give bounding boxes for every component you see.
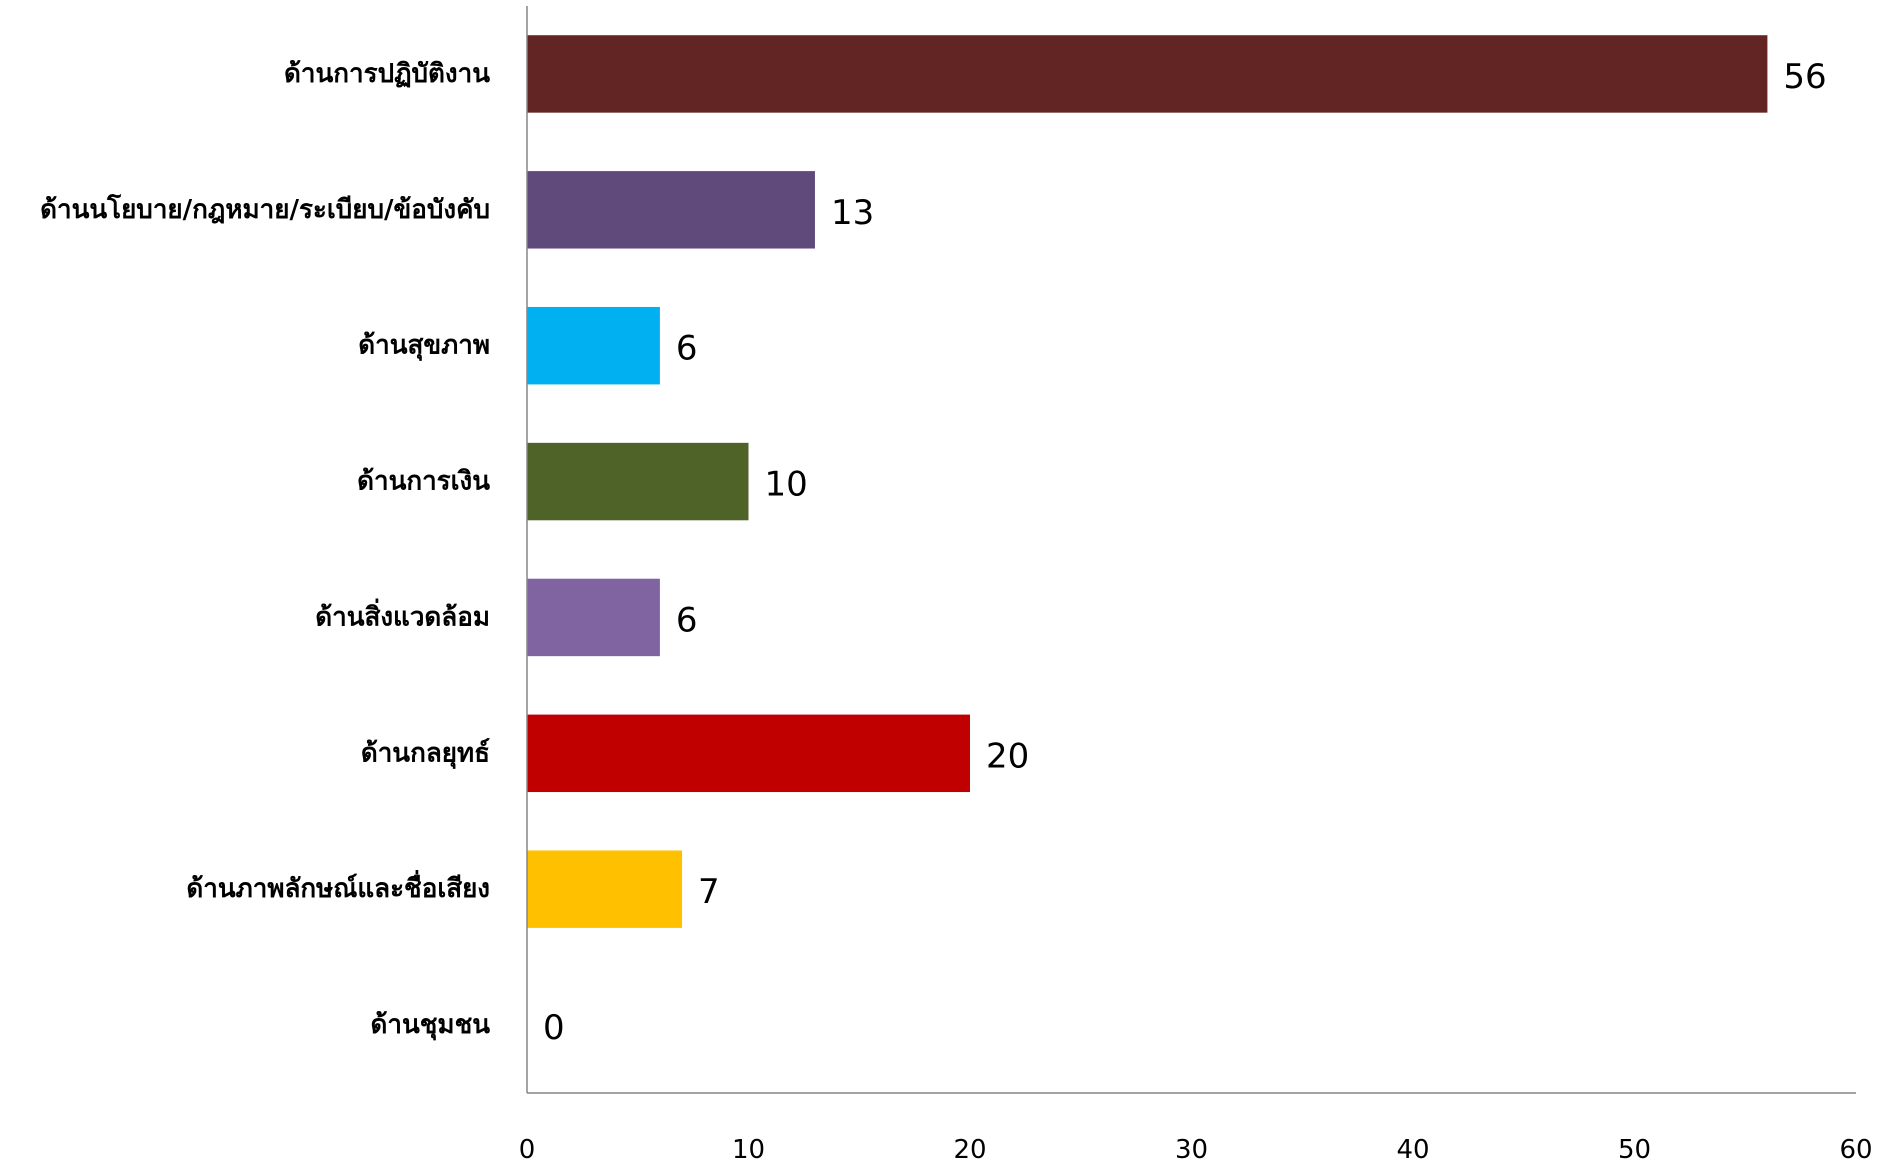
category-label: ด้านสุขภาพ <box>358 331 490 362</box>
bar-4 <box>527 578 660 657</box>
x-tick-label: 10 <box>732 1135 765 1165</box>
bar-6 <box>527 850 683 928</box>
category-label: ด้านกลยุทธ์ <box>361 737 490 769</box>
data-label: 13 <box>831 193 874 233</box>
x-tick-label: 20 <box>953 1135 986 1165</box>
data-label: 7 <box>698 872 720 912</box>
category-label: ด้านนโยบาย/กฎหมาย/ระเบียบ/ข้อบังคับ <box>40 193 490 225</box>
data-label: 10 <box>765 465 808 505</box>
category-label: ด้านการปฏิบัติงาน <box>284 59 490 89</box>
data-label: 6 <box>676 600 698 640</box>
data-labels-group: 56 13 6 10 6 20 7 0 <box>543 57 1827 1048</box>
bar-3 <box>527 442 749 521</box>
category-label: ด้านการเงิน <box>357 467 490 497</box>
bar-5 <box>527 714 970 793</box>
x-tick-label: 40 <box>1396 1135 1429 1165</box>
category-label: ด้านชุมชน <box>371 1010 491 1041</box>
x-tick-labels-group: 0 10 20 30 40 50 60 <box>519 1135 1873 1165</box>
x-tick-label: 0 <box>519 1135 536 1165</box>
bar-1 <box>527 171 815 249</box>
x-tick-label: 30 <box>1175 1135 1208 1165</box>
bars-group <box>527 35 1768 928</box>
data-label: 20 <box>986 736 1029 776</box>
data-label: 0 <box>543 1008 565 1048</box>
bar-0 <box>527 35 1768 113</box>
data-label: 56 <box>1783 57 1826 97</box>
category-label: ด้านภาพลักษณ์และชื่อเสียง <box>186 869 490 904</box>
category-label: ด้านสิ่งแวดล้อม <box>315 597 490 632</box>
bar-2 <box>527 306 660 385</box>
x-tick-label: 60 <box>1839 1135 1872 1165</box>
data-label: 6 <box>676 329 698 369</box>
category-labels-group: ด้านการปฏิบัติงานด้านนโยบาย/กฎหมาย/ระเบี… <box>40 59 490 1041</box>
x-tick-label: 50 <box>1618 1135 1651 1165</box>
